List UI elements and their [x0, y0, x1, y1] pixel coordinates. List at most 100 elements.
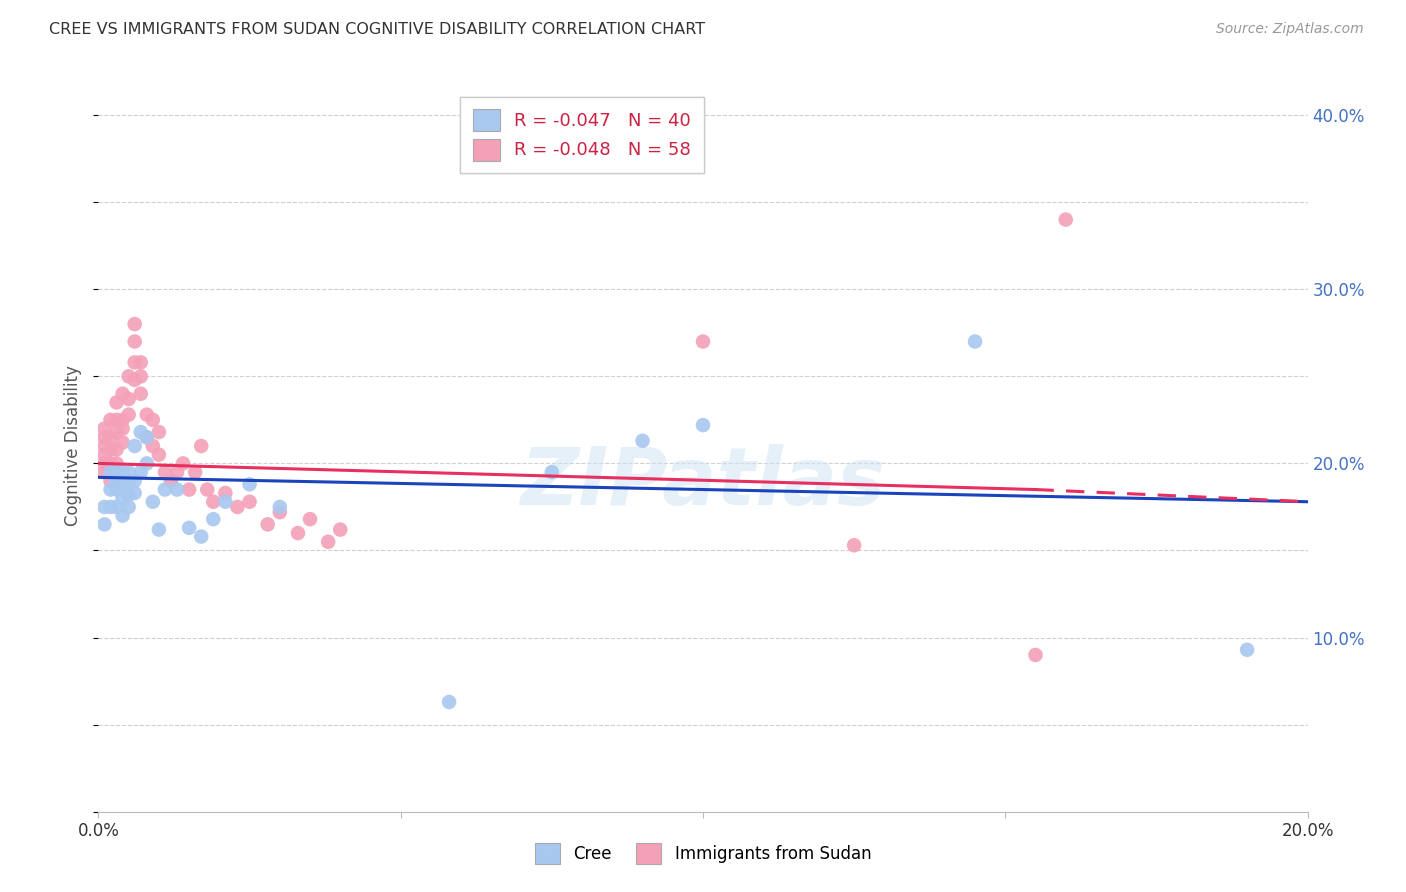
Point	[184, 465, 207, 479]
Point	[214, 486, 236, 500]
Point	[844, 538, 866, 552]
Point	[179, 521, 201, 535]
Point	[142, 439, 165, 453]
Point	[124, 439, 146, 453]
Point	[1024, 648, 1046, 662]
Point	[111, 491, 134, 506]
Point	[1236, 642, 1258, 657]
Point	[111, 413, 134, 427]
Point	[93, 439, 115, 453]
Point	[239, 494, 262, 508]
Point	[129, 425, 152, 439]
Point	[124, 474, 146, 488]
Point	[540, 465, 562, 479]
Point	[111, 477, 134, 491]
Point	[105, 413, 128, 427]
Point	[105, 395, 128, 409]
Point	[135, 408, 157, 422]
Point	[124, 317, 146, 331]
Point	[142, 494, 165, 508]
Point	[1054, 212, 1077, 227]
Point	[124, 334, 146, 349]
Point	[166, 465, 188, 479]
Point	[287, 526, 309, 541]
Point	[93, 500, 115, 514]
Point	[118, 392, 141, 406]
Point	[105, 425, 128, 439]
Point	[692, 418, 714, 433]
Point	[179, 483, 201, 497]
Point	[105, 465, 128, 479]
Point	[631, 434, 654, 448]
Point	[226, 500, 249, 514]
Point	[100, 465, 122, 479]
Point	[148, 425, 170, 439]
Point	[93, 448, 115, 462]
Point	[93, 465, 115, 479]
Point	[100, 483, 122, 497]
Text: ZIPatlas: ZIPatlas	[520, 443, 886, 522]
Point	[299, 512, 322, 526]
Point	[111, 386, 134, 401]
Point	[129, 355, 152, 369]
Point	[118, 474, 141, 488]
Point	[965, 334, 987, 349]
Point	[100, 430, 122, 444]
Legend: R = -0.047   N = 40, R = -0.048   N = 58: R = -0.047 N = 40, R = -0.048 N = 58	[460, 96, 704, 173]
Point	[118, 369, 141, 384]
Point	[190, 439, 212, 453]
Point	[100, 474, 122, 488]
Point	[100, 457, 122, 471]
Legend: Cree, Immigrants from Sudan: Cree, Immigrants from Sudan	[527, 837, 879, 871]
Point	[105, 457, 128, 471]
Point	[124, 486, 146, 500]
Point	[256, 517, 278, 532]
Point	[129, 369, 152, 384]
Text: CREE VS IMMIGRANTS FROM SUDAN COGNITIVE DISABILITY CORRELATION CHART: CREE VS IMMIGRANTS FROM SUDAN COGNITIVE …	[49, 22, 706, 37]
Point	[172, 457, 194, 471]
Point	[100, 442, 122, 457]
Text: Source: ZipAtlas.com: Source: ZipAtlas.com	[1216, 22, 1364, 37]
Point	[111, 508, 134, 523]
Y-axis label: Cognitive Disability: Cognitive Disability	[65, 366, 83, 526]
Point	[118, 488, 141, 502]
Point	[148, 448, 170, 462]
Point	[124, 373, 146, 387]
Point	[118, 500, 141, 514]
Point	[214, 494, 236, 508]
Point	[105, 500, 128, 514]
Point	[93, 421, 115, 435]
Point	[148, 523, 170, 537]
Point	[93, 457, 115, 471]
Point	[93, 517, 115, 532]
Point	[105, 474, 128, 488]
Point	[329, 523, 352, 537]
Point	[135, 457, 157, 471]
Point	[118, 465, 141, 479]
Point	[124, 355, 146, 369]
Point	[195, 483, 218, 497]
Point	[269, 500, 291, 514]
Point	[100, 413, 122, 427]
Point	[129, 386, 152, 401]
Point	[202, 512, 225, 526]
Point	[111, 435, 134, 450]
Point	[105, 483, 128, 497]
Point	[437, 695, 460, 709]
Point	[118, 408, 141, 422]
Point	[269, 505, 291, 519]
Point	[202, 494, 225, 508]
Point	[135, 430, 157, 444]
Point	[93, 430, 115, 444]
Point	[142, 413, 165, 427]
Point	[239, 477, 262, 491]
Point	[111, 465, 134, 479]
Point	[135, 430, 157, 444]
Point	[153, 483, 176, 497]
Point	[129, 465, 152, 479]
Point	[153, 465, 176, 479]
Point	[105, 442, 128, 457]
Point	[316, 534, 339, 549]
Point	[111, 421, 134, 435]
Point	[160, 474, 183, 488]
